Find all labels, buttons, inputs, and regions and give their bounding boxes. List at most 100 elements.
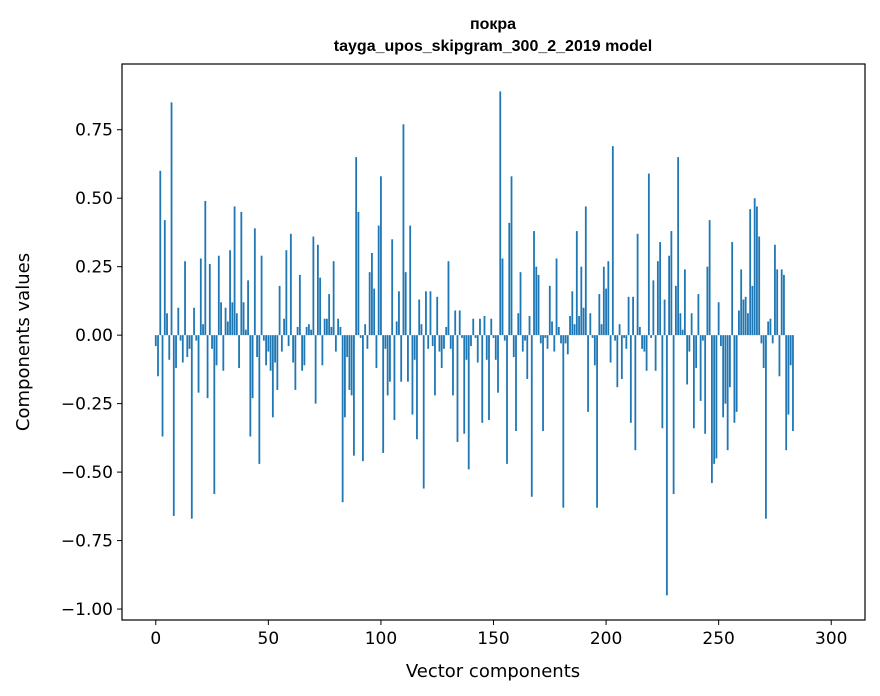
y-tick-label: −0.75 <box>61 532 113 552</box>
bar <box>357 211 360 336</box>
bar <box>265 335 267 366</box>
bar-series <box>154 91 794 596</box>
bar <box>251 335 254 399</box>
bar <box>256 335 258 358</box>
bar <box>368 272 371 336</box>
bar <box>429 291 432 336</box>
bar <box>494 335 497 360</box>
bar <box>645 335 648 371</box>
bar <box>735 335 738 412</box>
bar <box>287 335 290 347</box>
bar <box>506 335 508 464</box>
bar <box>190 335 193 519</box>
bar <box>497 335 499 393</box>
bar <box>375 335 378 369</box>
bar <box>154 335 157 347</box>
bar <box>202 324 204 336</box>
bar <box>503 335 506 341</box>
x-axis-label: Vector components <box>406 661 580 682</box>
bar <box>184 261 186 336</box>
x-tick-label: 150 <box>477 629 509 649</box>
bar <box>434 335 436 396</box>
bar <box>389 335 391 382</box>
bar <box>467 335 470 470</box>
bar <box>456 335 459 442</box>
bar <box>461 335 463 338</box>
bar <box>364 324 367 336</box>
bar <box>747 313 749 336</box>
bar <box>249 335 252 437</box>
bar <box>733 335 736 423</box>
bar <box>204 200 207 336</box>
bar <box>474 335 477 338</box>
bar <box>776 269 779 336</box>
bar <box>616 335 619 388</box>
bar <box>670 231 673 336</box>
bar <box>661 335 664 429</box>
bar <box>463 335 466 434</box>
bar <box>269 335 272 371</box>
bar <box>758 236 761 336</box>
bar <box>217 255 220 336</box>
bar <box>301 335 304 371</box>
bar <box>569 315 571 336</box>
bar <box>515 335 517 432</box>
bar <box>366 335 369 349</box>
bar <box>681 329 684 336</box>
bar <box>553 335 556 352</box>
bar <box>235 313 238 336</box>
bar <box>244 329 247 336</box>
bar <box>278 285 281 336</box>
bar <box>168 335 171 360</box>
bar <box>443 335 445 349</box>
bar <box>618 324 621 336</box>
bar <box>699 335 702 401</box>
bar <box>472 318 475 336</box>
bar <box>562 335 565 508</box>
bar <box>307 324 310 336</box>
bar <box>479 318 481 336</box>
bar <box>215 335 218 366</box>
bar <box>517 313 520 336</box>
bar <box>305 326 308 336</box>
bar <box>490 318 493 336</box>
bar <box>247 280 249 336</box>
bar <box>425 291 427 336</box>
bar <box>226 321 229 336</box>
bar <box>395 321 398 336</box>
bar <box>566 335 569 355</box>
bar <box>656 261 659 336</box>
bar <box>175 335 177 369</box>
y-tick-label: 0.75 <box>75 121 113 141</box>
bar <box>557 326 560 336</box>
bar <box>614 335 616 341</box>
bar <box>271 335 274 418</box>
bar <box>780 269 783 336</box>
bar <box>409 225 412 336</box>
bar <box>346 335 349 358</box>
bar <box>706 266 709 336</box>
bar <box>258 335 261 464</box>
bar <box>652 280 655 336</box>
bar <box>774 244 776 336</box>
bar <box>625 335 628 349</box>
bar <box>359 335 362 338</box>
bar <box>206 335 209 399</box>
bar <box>519 272 522 336</box>
bar <box>280 335 283 352</box>
y-tick-label: 0.50 <box>75 189 113 209</box>
bar <box>418 299 421 336</box>
bar <box>353 335 355 456</box>
bar <box>634 335 637 451</box>
bar <box>177 307 180 336</box>
bar <box>756 206 758 336</box>
bar <box>328 294 331 336</box>
bar <box>713 335 716 464</box>
bar <box>492 335 495 338</box>
bar <box>663 299 666 336</box>
bar <box>715 335 718 459</box>
bar <box>762 335 765 369</box>
bar <box>769 318 772 336</box>
bar <box>348 335 351 390</box>
bar <box>355 157 358 336</box>
